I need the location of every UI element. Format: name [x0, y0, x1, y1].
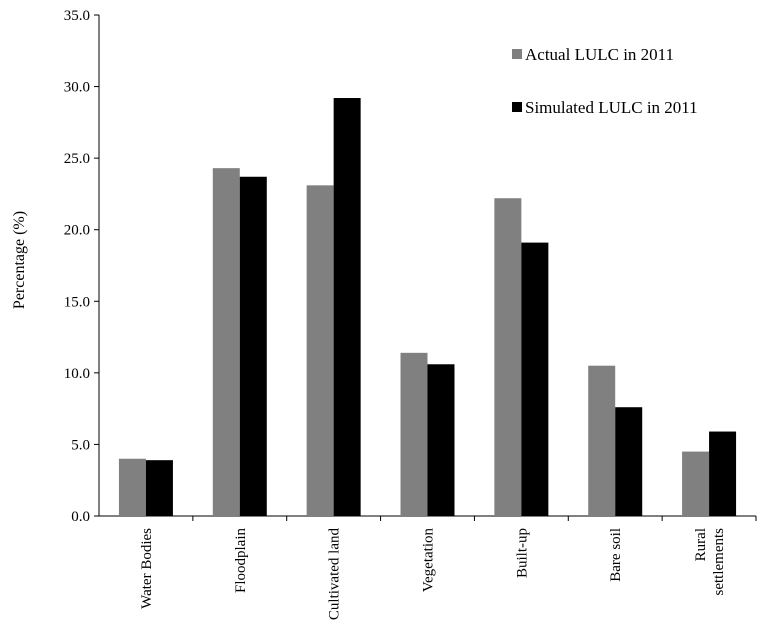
bar-actual-rural-settlements: [682, 451, 710, 516]
y-tick-label: 30.0: [64, 80, 90, 96]
legend-swatch-actual: [512, 49, 522, 59]
bar-actual-bare-soil: [588, 365, 616, 516]
y-axis-title: Percentage (%): [11, 211, 28, 309]
bar-simulated-bare-soil: [615, 407, 643, 516]
bar-simulated-vegetation: [427, 364, 455, 516]
bar-actual-built-up: [494, 198, 522, 517]
bar-simulated-water-bodies: [145, 460, 173, 516]
x-tick-label-line: Water Bodies: [139, 528, 155, 609]
x-tick-label: Water Bodies: [139, 528, 155, 609]
x-tick-label: Floodplain: [233, 528, 249, 594]
y-tick-label: 20.0: [64, 223, 90, 239]
y-tick-label: 0.0: [71, 509, 90, 525]
legend-label-simulated: Simulated LULC in 2011: [525, 98, 698, 117]
bar-actual-water-bodies: [118, 458, 146, 516]
legend-swatch-simulated: [512, 102, 522, 112]
plot-area: 0.0 5.0 10.0 15.0 20.0 25.0 30.0 35.0 Water Bodi…: [64, 8, 757, 621]
bar-actual-vegetation: [400, 352, 428, 516]
x-tick-label-line: Floodplain: [233, 528, 249, 594]
x-tick-label: Cultivated land: [327, 528, 343, 621]
x-tick-label: Rural settlements: [693, 528, 727, 596]
x-tick-label: Bare soil: [608, 528, 624, 582]
legend: Actual LULC in 2011 Simulated LULC in 201…: [512, 45, 698, 117]
x-tick-label: Vegetation: [421, 528, 437, 593]
y-tick-label: 35.0: [64, 8, 90, 24]
x-tick-label-line: Bare soil: [608, 528, 624, 582]
y-tick-label: 10.0: [64, 366, 90, 382]
y-tick-label: 5.0: [71, 437, 90, 453]
y-tick-label: 25.0: [64, 151, 90, 167]
x-tick-label-line: Rural: [693, 528, 709, 561]
x-tick-label-line: settlements: [711, 528, 727, 596]
bar-simulated-rural-settlements: [709, 431, 737, 516]
y-tick-label: 15.0: [64, 294, 90, 310]
bar-actual-cultivated-land: [306, 185, 334, 516]
bar-actual-floodplain: [212, 168, 240, 517]
x-tick-label-line: Vegetation: [421, 528, 437, 593]
bar-simulated-built-up: [521, 242, 549, 516]
bar-simulated-cultivated-land: [333, 98, 361, 516]
x-tick-label: Built-up: [514, 528, 530, 578]
x-tick-label-line: Built-up: [514, 528, 530, 578]
bar-simulated-floodplain: [239, 176, 267, 516]
x-tick-label-line: Cultivated land: [327, 528, 343, 621]
legend-label-actual: Actual LULC in 2011: [525, 45, 674, 64]
